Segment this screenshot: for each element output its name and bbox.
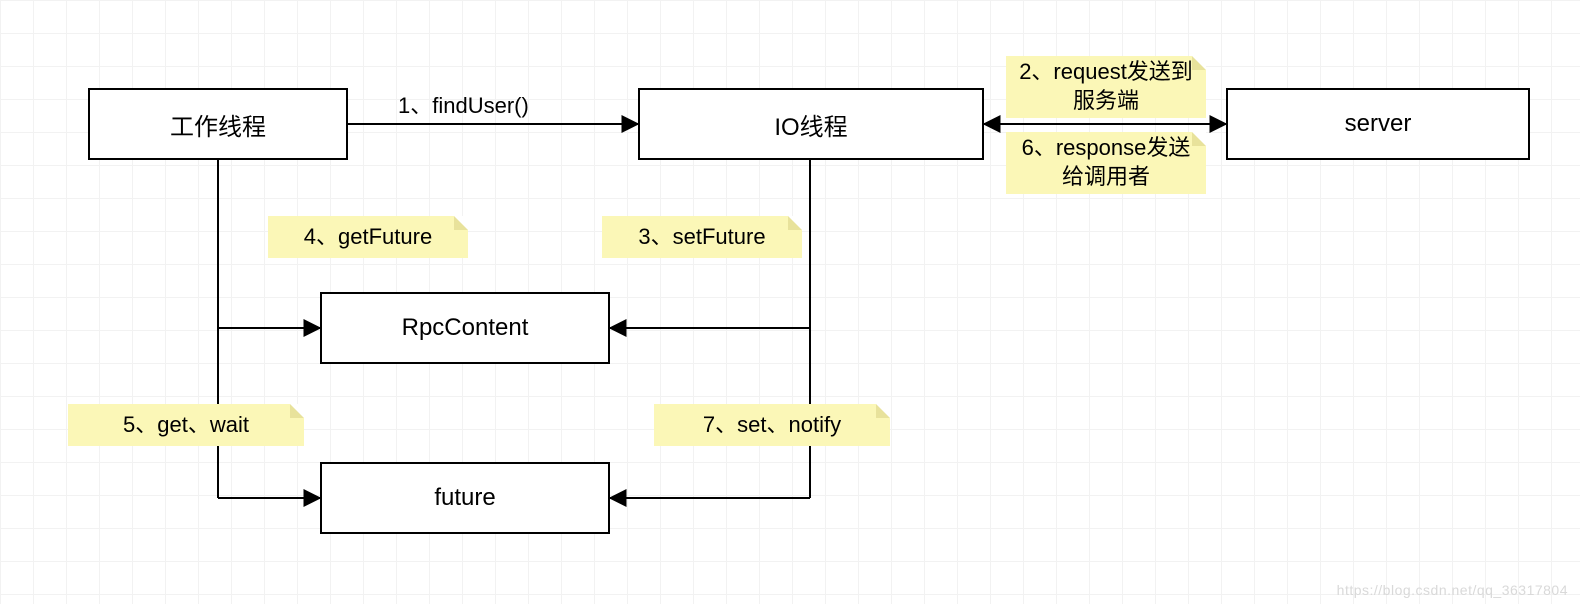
- node-worker: 工作线程: [88, 88, 348, 160]
- watermark: https://blog.csdn.net/qq_36317804: [1337, 582, 1568, 598]
- node-server-label: server: [1345, 110, 1412, 138]
- note-setfuture: 3、setFuture: [602, 216, 802, 258]
- note-set-notify: 7、set、notify: [654, 404, 890, 446]
- note-set-notify-text: 7、set、notify: [703, 411, 841, 440]
- node-future: future: [320, 462, 610, 534]
- note-response-text: 6、response发送给调用者: [1014, 134, 1198, 191]
- note-get-wait-text: 5、get、wait: [123, 411, 249, 440]
- node-future-label: future: [434, 484, 495, 512]
- note-get-wait: 5、get、wait: [68, 404, 304, 446]
- note-request-text: 2、request发送到服务端: [1014, 58, 1198, 115]
- note-setfuture-text: 3、setFuture: [638, 223, 765, 252]
- node-rpccontent: RpcContent: [320, 292, 610, 364]
- note-request: 2、request发送到服务端: [1006, 56, 1206, 118]
- node-rpccontent-label: RpcContent: [402, 314, 529, 342]
- label-finduser: 1、findUser(): [398, 88, 529, 120]
- note-getfuture-text: 4、getFuture: [304, 223, 432, 252]
- note-response: 6、response发送给调用者: [1006, 132, 1206, 194]
- note-getfuture: 4、getFuture: [268, 216, 468, 258]
- node-server: server: [1226, 88, 1530, 160]
- node-worker-label: 工作线程: [170, 107, 266, 142]
- node-io: IO线程: [638, 88, 984, 160]
- node-io-label: IO线程: [774, 107, 847, 142]
